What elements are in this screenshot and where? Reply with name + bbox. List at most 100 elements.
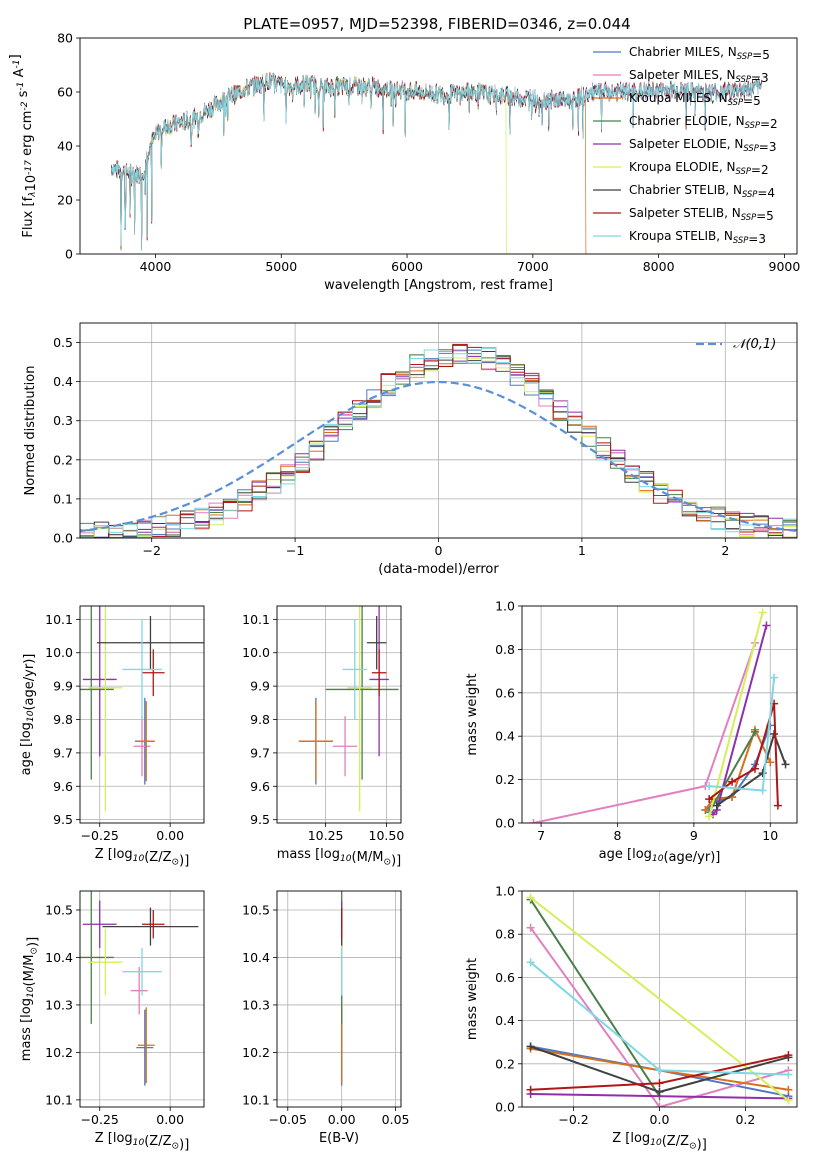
x-tick-label: 1 bbox=[578, 543, 586, 558]
spectrum-frame bbox=[79, 37, 798, 255]
residuals-plot-area bbox=[80, 343, 797, 538]
weight-marker bbox=[784, 1085, 793, 1094]
normal-curve bbox=[80, 380, 797, 533]
x-tick-label: 7000 bbox=[517, 259, 549, 274]
x-tick-label: 10.50 bbox=[369, 828, 405, 843]
x-tick-label: −0.25 bbox=[81, 1112, 119, 1127]
age_vs_mass-frame bbox=[276, 605, 402, 824]
mass_vs_Z-frame bbox=[79, 890, 205, 1108]
x-tick-label: 8000 bbox=[643, 259, 675, 274]
weight-marker bbox=[781, 760, 790, 769]
age_vs_Z-ylabel: age [log10(age/yr)] bbox=[19, 654, 37, 776]
legend-label: Salpeter ELODIE, NSSP=3 bbox=[629, 137, 777, 154]
weight-marker bbox=[655, 1087, 664, 1096]
x-tick-label: −1 bbox=[286, 543, 304, 558]
x-tick-label: 0.2 bbox=[735, 1112, 755, 1127]
x-tick-label: −2 bbox=[142, 543, 160, 558]
weight-marker bbox=[750, 764, 759, 773]
y-tick-label: 0.4 bbox=[495, 1013, 515, 1028]
residuals-xlabel: (data-model)/error bbox=[378, 562, 499, 577]
y-tick-label: 9.9 bbox=[250, 679, 270, 694]
spectrum-plot-area bbox=[111, 72, 797, 254]
age_vs_mass-plot-area bbox=[298, 606, 399, 812]
weight-marker bbox=[526, 1085, 535, 1094]
y-tick-label: 9.6 bbox=[250, 779, 270, 794]
weight-marker bbox=[529, 819, 538, 823]
weight-marker bbox=[750, 727, 759, 736]
x-tick-label: 9000 bbox=[769, 259, 801, 274]
mass_vs_Z-xlabel: Z [log10(Z/Z⊙)] bbox=[95, 1131, 190, 1152]
y-tick-label: 10.1 bbox=[242, 612, 270, 627]
y-tick-label: 10.5 bbox=[45, 902, 73, 917]
weight-marker bbox=[526, 923, 535, 932]
weight-line bbox=[708, 731, 756, 813]
legend-label: Salpeter STELIB, NSSP=5 bbox=[629, 206, 774, 223]
y-tick-label: 0.0 bbox=[495, 816, 515, 831]
x-tick-label: 4000 bbox=[140, 259, 172, 274]
weight-marker bbox=[655, 1103, 664, 1107]
weight-line bbox=[529, 899, 661, 1097]
mass_vs_Z-plot-area bbox=[80, 891, 199, 1086]
weight-line bbox=[530, 1093, 789, 1100]
y-tick-label: 10.0 bbox=[45, 645, 73, 660]
legend-label: Chabrier ELODIE, NSSP=2 bbox=[629, 114, 778, 131]
age_vs_Z-frame bbox=[79, 605, 205, 824]
age_vs_Z-axes: −0.25 0.00 9.5 9.6 9.7 9.8 9.9 10.0 10.1 bbox=[45, 606, 204, 843]
y-tick-label: 10.1 bbox=[242, 1092, 270, 1107]
x-tick-label: −0.2 bbox=[558, 1112, 588, 1127]
residuals-ylabel: Normed distribution bbox=[23, 366, 38, 496]
age_vs_mass-axes: 10.25 10.50 9.5 9.6 9.7 9.8 9.9 10.0 10.1 bbox=[242, 606, 404, 843]
y-tick-label: 0.0 bbox=[53, 531, 73, 546]
legend-label: Chabrier STELIB, NSSP=4 bbox=[629, 183, 775, 200]
massweight_vs_age-frame bbox=[521, 605, 798, 824]
y-tick-label: 0.2 bbox=[53, 452, 73, 467]
y-tick-label: 0.2 bbox=[495, 1056, 515, 1071]
x-tick-label: −0.05 bbox=[269, 1112, 307, 1127]
weight-marker bbox=[784, 1096, 793, 1105]
y-tick-label: 1.0 bbox=[495, 599, 515, 614]
weight-line bbox=[533, 642, 756, 823]
weight-marker bbox=[526, 1042, 535, 1051]
y-tick-label: 9.7 bbox=[53, 745, 73, 760]
age_vs_Z-xlabel: Z [log10(Z/Z⊙)] bbox=[95, 847, 190, 868]
massweight_vs_Z-plot-area bbox=[526, 893, 793, 1107]
x-tick-label: 2 bbox=[721, 543, 729, 558]
y-tick-label: 0.8 bbox=[495, 642, 515, 657]
y-tick-label: 10.3 bbox=[242, 997, 270, 1012]
y-tick-label: 10.1 bbox=[45, 1092, 73, 1107]
weight-marker bbox=[728, 777, 737, 786]
massweight_vs_age-xlabel: age [log10(age/yr)] bbox=[599, 847, 721, 865]
spectrum-axes: 4000 5000 6000 7000 8000 9000 0 20 40 60 80 bbox=[57, 31, 800, 275]
weight-marker bbox=[526, 893, 535, 902]
weight-marker bbox=[762, 621, 771, 630]
y-tick-label: 80 bbox=[57, 31, 73, 46]
x-tick-label: 0.0 bbox=[650, 1112, 670, 1127]
figure-title: PLATE=0957, MJD=52398, FIBERID=0346, z=0… bbox=[243, 15, 630, 33]
massweight_vs_age-plot-area bbox=[529, 608, 790, 823]
y-tick-label: 9.6 bbox=[53, 779, 73, 794]
y-tick-label: 0.4 bbox=[53, 374, 73, 389]
legend-label: Kroupa STELIB, NSSP=3 bbox=[629, 229, 766, 246]
weight-marker bbox=[784, 1070, 793, 1079]
massweight_vs_Z-xlabel: Z [log10(Z/Z⊙)] bbox=[612, 1131, 707, 1152]
y-tick-label: 9.8 bbox=[250, 712, 270, 727]
y-tick-label: 0.2 bbox=[495, 772, 515, 787]
weight-marker bbox=[766, 758, 775, 767]
weight-marker bbox=[784, 1051, 793, 1060]
y-tick-label: 10.1 bbox=[45, 612, 73, 627]
y-tick-label: 9.5 bbox=[250, 812, 270, 827]
x-tick-label: 5000 bbox=[265, 259, 297, 274]
x-tick-label: 0.00 bbox=[156, 1112, 184, 1127]
y-tick-label: 0.3 bbox=[53, 413, 73, 428]
y-tick-label: 0.5 bbox=[53, 335, 73, 350]
x-tick-label: 8 bbox=[614, 828, 622, 843]
weight-line bbox=[529, 896, 790, 1102]
y-tick-label: 0.8 bbox=[495, 927, 515, 942]
y-tick-label: 0.0 bbox=[495, 1100, 515, 1115]
weight-marker bbox=[655, 1079, 664, 1088]
y-tick-label: 9.8 bbox=[53, 712, 73, 727]
weight-marker bbox=[655, 1066, 664, 1075]
x-tick-label: 7 bbox=[537, 828, 545, 843]
y-tick-label: 40 bbox=[57, 139, 73, 154]
